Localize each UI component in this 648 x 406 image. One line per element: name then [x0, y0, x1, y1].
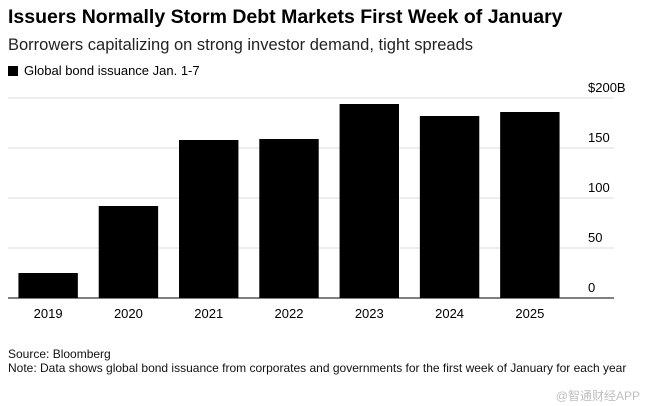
- bar-2025: [500, 112, 560, 298]
- y-tick-label: 100: [588, 180, 610, 195]
- bar-2022: [259, 139, 319, 298]
- y-tick-label: $200B: [588, 80, 626, 95]
- bar-chart: 0 50 100 150 $200B 2019 2020 2021 2022 2023 2024 20…: [8, 80, 626, 321]
- y-tick-label: 0: [588, 280, 595, 295]
- y-tick-label: 50: [588, 230, 602, 245]
- chart-title: Issuers Normally Storm Debt Markets Firs…: [8, 6, 563, 28]
- bar-2020: [98, 206, 159, 298]
- data-note: Note: Data shows global bond issuance fr…: [8, 361, 627, 375]
- legend-label: Global bond issuance Jan. 1-7: [24, 63, 200, 78]
- x-tick-label: 2021: [194, 306, 223, 321]
- x-tick-label: 2024: [435, 306, 464, 321]
- source-note: Source: Bloomberg: [8, 347, 111, 361]
- bar-2024: [419, 116, 480, 298]
- legend: Global bond issuance Jan. 1-7: [8, 63, 200, 78]
- bar-2021: [179, 140, 239, 298]
- bar-2019: [18, 273, 78, 298]
- watermark: @智通财经APP: [555, 389, 640, 403]
- x-tick-label: 2020: [114, 306, 143, 321]
- legend-swatch: [8, 65, 18, 76]
- chart-footer: Source: Bloomberg Note: Data shows globa…: [8, 347, 638, 375]
- x-tick-label: 2022: [275, 306, 304, 321]
- y-tick-label: 150: [588, 130, 610, 145]
- x-tick-label: 2019: [34, 306, 63, 321]
- x-tick-label: 2023: [355, 306, 384, 321]
- x-tick-label: 2025: [515, 306, 544, 321]
- bar-2023: [339, 104, 399, 298]
- chart-subtitle: Borrowers capitalizing on strong investo…: [8, 36, 473, 54]
